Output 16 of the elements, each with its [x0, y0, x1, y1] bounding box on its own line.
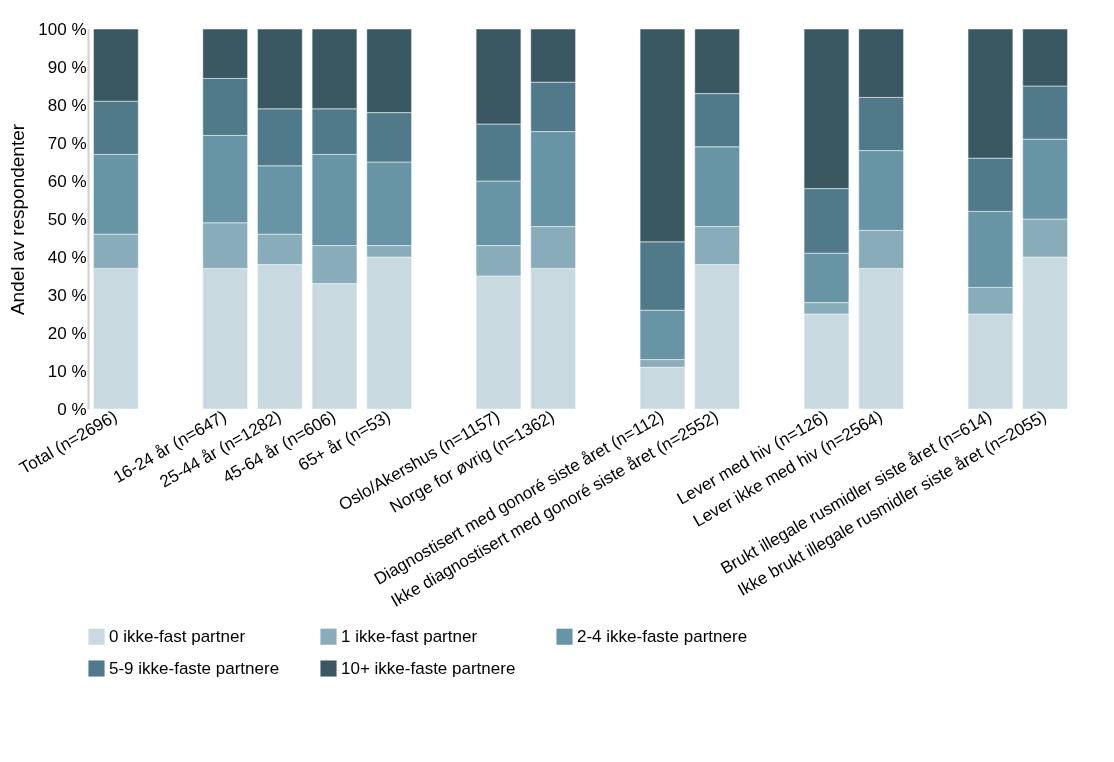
legend-label: 1 ikke-fast partner: [341, 626, 478, 646]
y-tick-label: 90 %: [47, 57, 87, 77]
y-tick-label: 50 %: [47, 209, 87, 229]
y-tick-label: 60 %: [47, 171, 87, 191]
legend-label: 5-9 ikke-faste partnere: [109, 658, 280, 678]
legend-label: 10+ ikke-faste partnere: [341, 658, 516, 678]
y-tick-label: 10 %: [47, 361, 87, 381]
y-axis-title: Andel av respondenter: [7, 123, 29, 316]
y-tick-label: 80 %: [47, 95, 87, 115]
legend-label: 2-4 ikke-faste partnere: [577, 626, 748, 646]
y-tick-label: 100 %: [38, 19, 87, 39]
y-tick-label: 40 %: [47, 247, 87, 267]
legend-label: 0 ikke-fast partner: [109, 626, 246, 646]
y-tick-label: 70 %: [47, 133, 87, 153]
y-tick-label: 20 %: [47, 323, 87, 343]
y-tick-label: 30 %: [47, 285, 87, 305]
